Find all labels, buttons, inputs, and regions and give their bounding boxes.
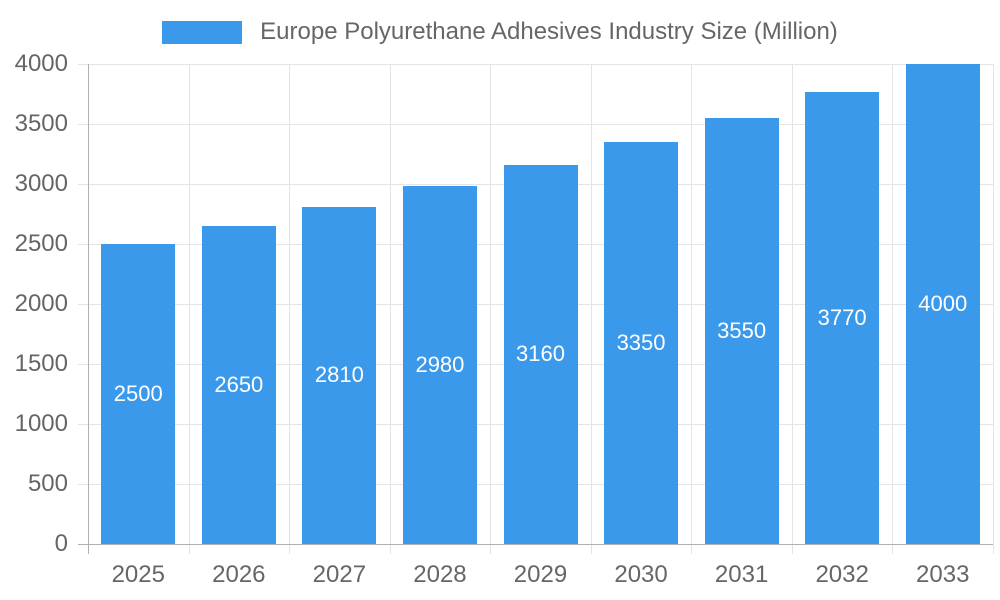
h-gridline: [88, 64, 993, 65]
bar-2030[interactable]: [604, 142, 679, 544]
bar-2028[interactable]: [402, 186, 477, 544]
y-axis-tick: [78, 124, 88, 125]
y-axis-tick: [78, 424, 88, 425]
bar-2029[interactable]: [503, 164, 578, 544]
bar-value-label: 2810: [314, 362, 364, 388]
x-axis-label: 2026: [212, 561, 266, 588]
y-axis-label: 2000: [14, 290, 68, 317]
x-axis-label: 2029: [513, 561, 568, 588]
bar-value-label: 2980: [415, 352, 465, 378]
bar-2025[interactable]: [101, 244, 176, 544]
bar-value-label: 3160: [516, 341, 565, 367]
y-axis-label: 3500: [14, 110, 68, 137]
y-axis-tick: [78, 244, 88, 245]
bar-value-label: 3550: [717, 318, 767, 343]
v-gridline: [389, 64, 391, 554]
y-axis-label: 2500: [14, 230, 68, 257]
bar-2033[interactable]: [905, 64, 980, 544]
x-axis-label: 2033: [916, 561, 970, 588]
v-gridline: [188, 64, 190, 554]
v-gridline: [993, 64, 994, 554]
y-axis-tick: [78, 364, 88, 365]
v-gridline: [289, 64, 291, 554]
bar-value-label: 3770: [817, 304, 867, 330]
y-axis-label: 1000: [14, 410, 68, 437]
y-axis-tick: [78, 304, 88, 305]
bar-value-label: 4000: [918, 291, 968, 316]
x-axis-label: 2032: [815, 561, 869, 588]
bar-2027[interactable]: [302, 206, 377, 544]
y-axis-label: 1500: [14, 350, 68, 377]
bar-2026[interactable]: [201, 226, 276, 544]
x-axis-label: 2028: [413, 561, 467, 588]
v-gridline: [691, 64, 693, 554]
v-gridline: [791, 64, 793, 554]
y-axis-label: 3000: [14, 170, 68, 197]
v-gridline: [490, 64, 492, 554]
v-gridline: [892, 64, 894, 554]
bar-value-label: 2650: [214, 372, 264, 397]
y-axis-line: [88, 64, 89, 554]
bar-value-label: 2500: [113, 381, 163, 406]
legend-swatch: [162, 20, 243, 44]
v-gridline: [590, 64, 592, 554]
bar-2031[interactable]: [704, 118, 779, 544]
bar-2032[interactable]: [805, 91, 880, 544]
y-axis-label: 500: [27, 470, 68, 497]
y-axis-label: 0: [54, 530, 68, 557]
x-axis-label: 2031: [714, 561, 769, 588]
x-axis-line: [78, 544, 993, 545]
y-axis-tick: [78, 484, 88, 485]
y-axis-tick: [78, 64, 88, 65]
x-axis-label: 2030: [614, 561, 668, 588]
x-axis-label: 2025: [111, 561, 165, 588]
y-axis-label: 4000: [14, 50, 68, 77]
chart-legend[interactable]: Europe Polyurethane Adhesives Industry S…: [0, 20, 1000, 44]
bar-value-label: 3350: [616, 330, 666, 355]
y-axis-tick: [78, 184, 88, 185]
legend-series-label: Europe Polyurethane Adhesives Industry S…: [260, 18, 838, 45]
x-axis-label: 2027: [312, 561, 367, 588]
h-gridline: [88, 124, 993, 125]
